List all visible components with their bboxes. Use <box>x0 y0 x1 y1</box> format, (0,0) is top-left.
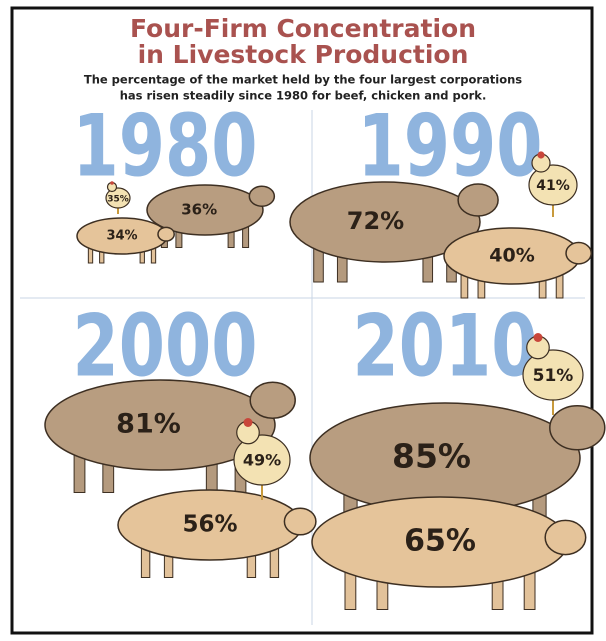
pig-snout <box>566 243 591 264</box>
infographic: Four-Firm Concentration in Livestock Pro… <box>0 0 606 641</box>
page: {"header": {"title_line1": "Four-Firm Co… <box>0 0 606 641</box>
subtitle: The percentage of the market held by the… <box>84 73 522 87</box>
year: 1980 <box>73 96 258 196</box>
pig-snout <box>284 508 316 535</box>
title: in Livestock Production <box>138 40 469 69</box>
chicken-share: 41% <box>536 178 570 194</box>
title: Four-Firm Concentration <box>130 14 476 43</box>
beef-share: 36% <box>181 201 217 219</box>
year: 2010 <box>353 296 538 396</box>
chicken-comb <box>110 181 114 185</box>
chicken-share: 51% <box>533 366 574 386</box>
pork-share: 56% <box>182 512 237 538</box>
beef-share: 72% <box>347 207 404 235</box>
cow-head <box>250 382 295 418</box>
chicken-share: 35% <box>107 195 129 205</box>
pig-snout <box>158 227 174 241</box>
cow-head <box>458 184 498 216</box>
beef-share: 85% <box>392 437 471 476</box>
pork-share: 40% <box>489 245 534 267</box>
pig-snout <box>545 520 586 554</box>
pork-share: 34% <box>106 229 137 244</box>
pork-share: 65% <box>404 524 476 559</box>
chicken-comb <box>537 151 544 158</box>
cow-head <box>550 406 605 450</box>
cow-head <box>249 186 274 206</box>
chicken-comb <box>534 333 543 342</box>
chicken-share: 49% <box>243 451 281 470</box>
chicken-comb <box>244 418 253 427</box>
beef-share: 81% <box>116 409 181 440</box>
